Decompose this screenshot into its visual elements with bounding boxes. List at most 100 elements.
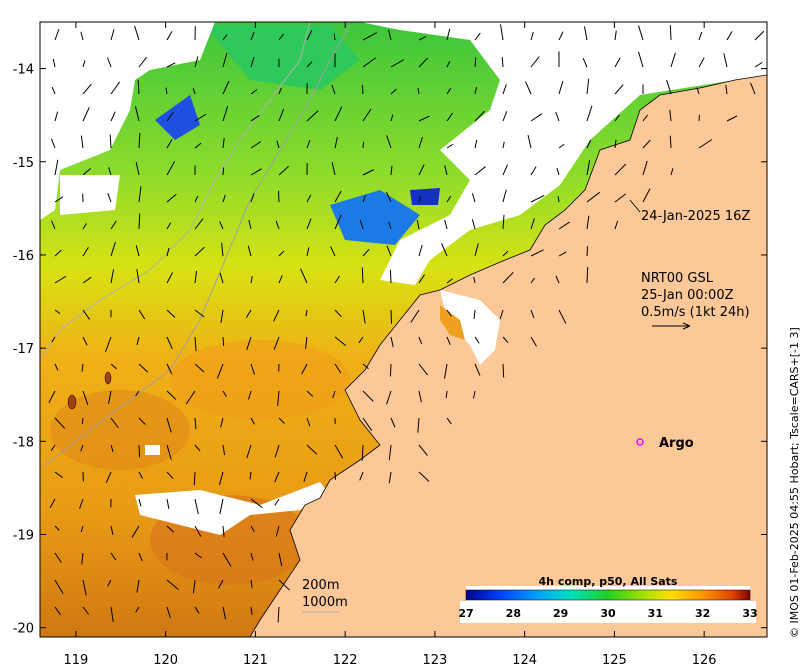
current-vector (248, 390, 252, 400)
current-vector (306, 61, 313, 68)
current-vector (698, 139, 713, 149)
current-vector (108, 390, 112, 404)
current-vector (110, 111, 116, 122)
current-vector (110, 606, 114, 622)
current-vector (273, 309, 280, 322)
current-vector (82, 606, 90, 615)
current-vector (245, 309, 252, 318)
current-vector (194, 113, 207, 122)
current-vector (250, 168, 262, 176)
current-vector (110, 525, 114, 535)
current-vector (472, 390, 476, 399)
current-vector (418, 471, 430, 482)
current-vector (137, 79, 140, 95)
current-vector (138, 363, 149, 373)
current-vector (194, 498, 199, 515)
land-mass (250, 75, 767, 637)
current-vector (502, 250, 509, 257)
current-vector (642, 188, 651, 203)
current-vector (390, 417, 396, 428)
current-vector (306, 444, 318, 455)
colorbar-tick-label: 31 (648, 607, 663, 620)
current-vector (82, 246, 89, 257)
current-vector (698, 57, 705, 68)
y-tick-label: -19 (13, 529, 34, 544)
current-vector (54, 196, 64, 203)
current-vector (362, 108, 372, 122)
current-vector (586, 267, 589, 284)
current-vector (334, 363, 342, 374)
current-vector (441, 243, 448, 257)
current-vector (331, 162, 336, 176)
current-vector (166, 444, 172, 460)
x-tick-label: 122 (333, 653, 358, 668)
current-vector (216, 363, 224, 379)
current-vector (194, 363, 205, 373)
current-vector (49, 498, 56, 509)
current-vector (446, 112, 454, 122)
current-vector (48, 390, 56, 403)
current-vector (726, 31, 733, 41)
current-vector (669, 135, 672, 149)
cloud-area (145, 445, 160, 455)
current-vector (586, 78, 590, 95)
current-vector (446, 28, 451, 41)
current-vector (222, 525, 225, 537)
current-vector (166, 272, 174, 284)
current-vector (82, 336, 88, 346)
cool-patch (410, 188, 440, 205)
current-vector (386, 245, 392, 257)
current-vector (306, 390, 314, 397)
current-vector (474, 243, 479, 257)
current-vector (105, 471, 112, 483)
current-vector (584, 26, 588, 41)
current-vector (473, 276, 476, 284)
current-vector (614, 57, 621, 68)
current-vector (361, 267, 364, 284)
current-vector (558, 251, 567, 257)
cloud-area (60, 175, 120, 215)
current-vector (138, 56, 148, 68)
current-vector (222, 390, 227, 397)
current-vector (417, 87, 420, 95)
current-vector (166, 363, 173, 375)
current-vector (334, 471, 337, 480)
current-vector (334, 309, 342, 318)
current-vector (334, 444, 344, 459)
current-vector (446, 61, 451, 68)
current-vector (107, 192, 112, 203)
current-vector (54, 159, 59, 176)
current-vector (250, 32, 255, 41)
current-vector (105, 336, 112, 353)
current-vector (166, 336, 173, 350)
current-vector (358, 336, 364, 344)
current-vector (165, 87, 168, 95)
x-tick-label: 120 (153, 653, 178, 668)
current-vector (471, 193, 476, 203)
current-vector (642, 114, 649, 122)
current-vector (530, 56, 540, 68)
isobath-1000-label: 1000m (302, 595, 348, 610)
current-vector (274, 498, 280, 506)
current-vector (194, 525, 202, 537)
current-vector (135, 245, 140, 257)
current-vector (388, 444, 392, 461)
current-vector (754, 30, 765, 41)
current-vector (166, 417, 172, 433)
current-vector (334, 275, 340, 284)
current-vector (222, 105, 229, 122)
current-vector (166, 161, 176, 176)
current-vector (530, 309, 535, 319)
current-vector (306, 110, 319, 122)
current-vector (502, 336, 509, 344)
current-vector (166, 247, 170, 257)
current-vector (446, 87, 452, 95)
current-vector (250, 193, 255, 203)
current-vector (359, 219, 364, 230)
current-vector (303, 471, 308, 482)
colorbar-title: 4h comp, p50, All Sats (539, 575, 678, 588)
current-vector (222, 137, 225, 149)
current-vector (527, 134, 532, 149)
current-vector (222, 194, 226, 203)
current-vector (334, 214, 342, 230)
